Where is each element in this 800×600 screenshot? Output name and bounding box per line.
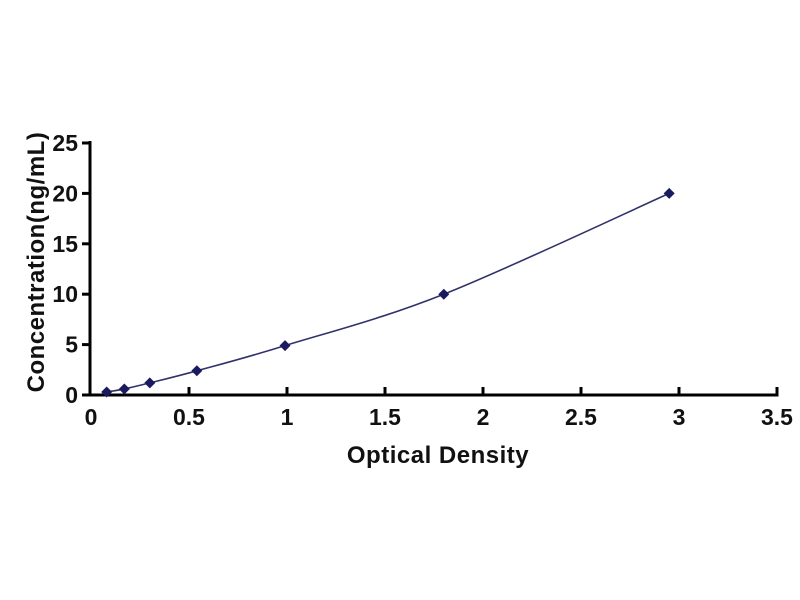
data-point-marker <box>101 386 113 398</box>
x-tick-label: 1.5 <box>369 404 401 430</box>
y-tick-label: 10 <box>52 281 78 307</box>
standard-curve-line <box>106 192 670 393</box>
x-tick-label: 3.5 <box>761 404 793 430</box>
x-tick-label: 1 <box>281 404 294 430</box>
x-tick-label: 2.5 <box>565 404 597 430</box>
data-point-marker <box>438 288 450 300</box>
data-point-marker <box>663 187 675 199</box>
y-tick-label: 25 <box>52 130 78 156</box>
data-point-marker <box>279 340 291 352</box>
data-point-marker <box>191 365 203 377</box>
data-point-marker <box>144 377 156 389</box>
y-tick-label: 15 <box>52 231 78 257</box>
y-tick-label: 0 <box>65 382 78 408</box>
data-point-marker <box>118 383 130 395</box>
x-axis-title: Optical Density <box>346 442 530 469</box>
y-tick-label: 20 <box>52 180 78 206</box>
y-tick-label: 5 <box>65 332 78 358</box>
x-tick-label: 3 <box>673 404 686 430</box>
x-tick-label: 0 <box>85 404 98 430</box>
x-tick-label: 0.5 <box>173 404 205 430</box>
y-axis-title: Concentration(ng/mL) <box>23 131 50 393</box>
x-tick-label: 2 <box>477 404 490 430</box>
